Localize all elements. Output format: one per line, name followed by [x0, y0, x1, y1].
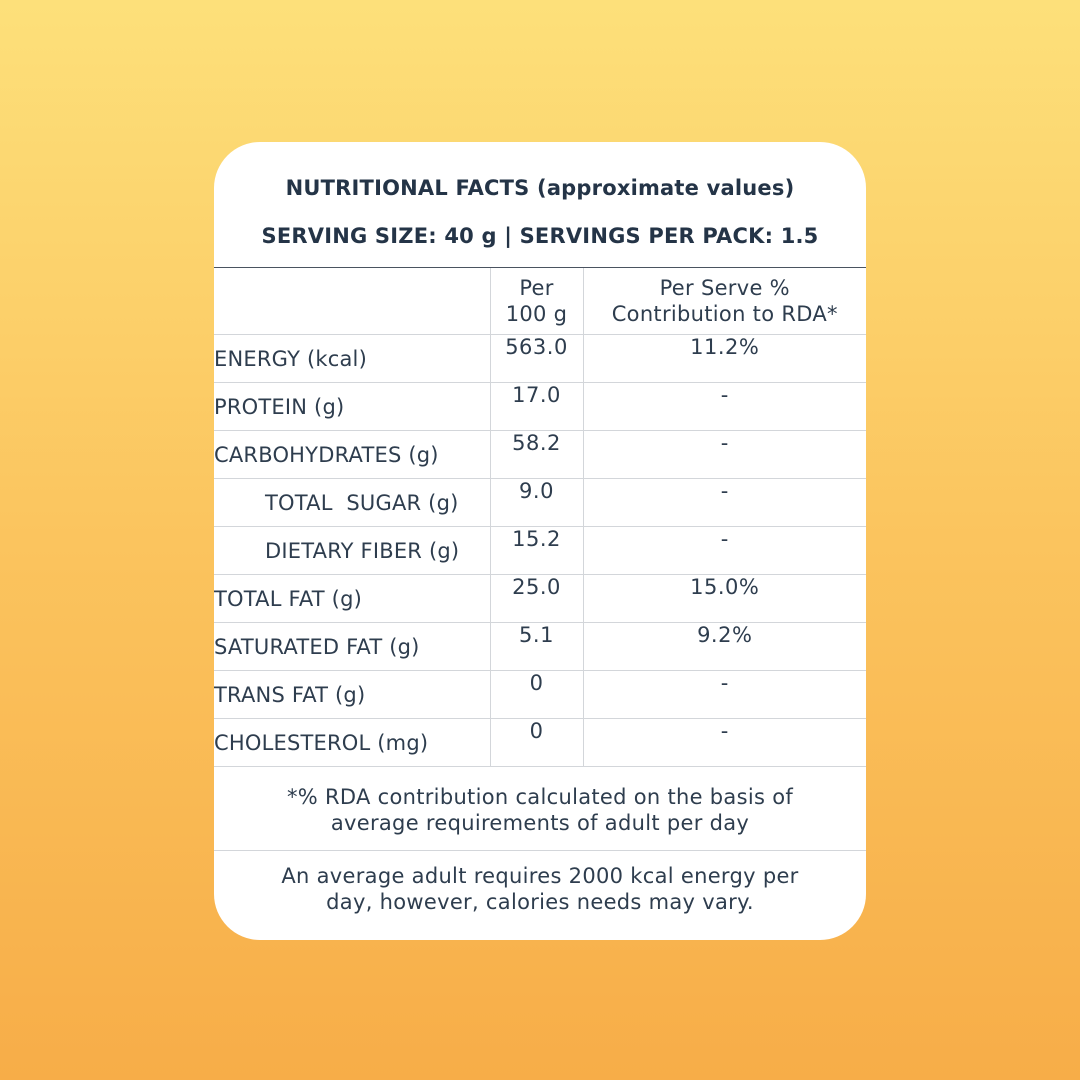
- row-label: ENERGY (kcal): [214, 334, 490, 383]
- nutrition-facts-card: NUTRITIONAL FACTS (approximate values) S…: [214, 142, 866, 940]
- table-row: PROTEIN (g) 17.0 -: [214, 382, 866, 431]
- rda-footnote: *% RDA contribution calculated on the ba…: [214, 767, 866, 851]
- row-rda: -: [582, 478, 866, 527]
- table-row: SATURATED FAT (g) 5.1 9.2%: [214, 622, 866, 671]
- table-row: ENERGY (kcal) 563.0 11.2%: [214, 334, 866, 383]
- row-label: CHOLESTEROL (mg): [214, 718, 490, 767]
- serving-info: SERVING SIZE: 40 g | SERVINGS PER PACK: …: [261, 224, 819, 248]
- row-per-100g: 15.2: [489, 526, 583, 575]
- header-rda-line1: Per Serve %: [659, 276, 790, 300]
- energy-note: An average adult requires 2000 kcal ener…: [214, 851, 866, 915]
- table-row: CARBOHYDRATES (g) 58.2 -: [214, 430, 866, 479]
- table-row: DIETARY FIBER (g) 15.2 -: [214, 526, 866, 575]
- row-label: TOTAL FAT (g): [214, 574, 490, 623]
- row-label: SATURATED FAT (g): [214, 622, 490, 671]
- row-label: CARBOHYDRATES (g): [214, 430, 490, 479]
- row-label: PROTEIN (g): [214, 382, 490, 431]
- row-rda: 11.2%: [582, 334, 866, 383]
- row-rda: -: [582, 670, 866, 719]
- table-row: CHOLESTEROL (mg) 0 -: [214, 718, 866, 767]
- row-per-100g: 0: [489, 670, 583, 719]
- row-rda: -: [582, 430, 866, 479]
- rda-footnote-line2: average requirements of adult per day: [330, 811, 750, 835]
- row-rda: 15.0%: [582, 574, 866, 623]
- row-per-100g: 5.1: [489, 622, 583, 671]
- row-per-100g: 563.0: [489, 334, 583, 383]
- row-label: TRANS FAT (g): [214, 670, 490, 719]
- table-row: TRANS FAT (g) 0 -: [214, 670, 866, 719]
- header-per-100g: Per 100 g: [489, 268, 583, 335]
- row-rda: -: [582, 526, 866, 575]
- rda-footnote-line1: *% RDA contribution calculated on the ba…: [286, 785, 794, 809]
- header-rda: Per Serve % Contribution to RDA*: [582, 268, 866, 335]
- table-header-row: Per 100 g Per Serve % Contribution to RD…: [214, 268, 866, 335]
- row-rda: -: [582, 382, 866, 431]
- header-nutrient: [214, 268, 490, 335]
- nutrition-header: NUTRITIONAL FACTS (approximate values) S…: [214, 142, 866, 268]
- energy-note-line2: day, however, calories needs may vary.: [326, 890, 754, 914]
- row-per-100g: 9.0: [489, 478, 583, 527]
- row-per-100g: 17.0: [489, 382, 583, 431]
- row-rda: 9.2%: [582, 622, 866, 671]
- header-per-100g-line2: 100 g: [505, 302, 568, 326]
- row-per-100g: 0: [489, 718, 583, 767]
- row-label: DIETARY FIBER (g): [214, 526, 490, 575]
- row-per-100g: 58.2: [489, 430, 583, 479]
- row-per-100g: 25.0: [489, 574, 583, 623]
- nutrition-table: Per 100 g Per Serve % Contribution to RD…: [214, 268, 866, 767]
- row-label: TOTAL SUGAR (g): [214, 478, 490, 527]
- nutrition-title: NUTRITIONAL FACTS (approximate values): [285, 176, 795, 200]
- table-row: TOTAL FAT (g) 25.0 15.0%: [214, 574, 866, 623]
- row-rda: -: [582, 718, 866, 767]
- energy-note-line1: An average adult requires 2000 kcal ener…: [281, 864, 799, 888]
- table-row: TOTAL SUGAR (g) 9.0 -: [214, 478, 866, 527]
- header-rda-line2: Contribution to RDA*: [611, 302, 838, 326]
- header-per-100g-line1: Per: [519, 276, 554, 300]
